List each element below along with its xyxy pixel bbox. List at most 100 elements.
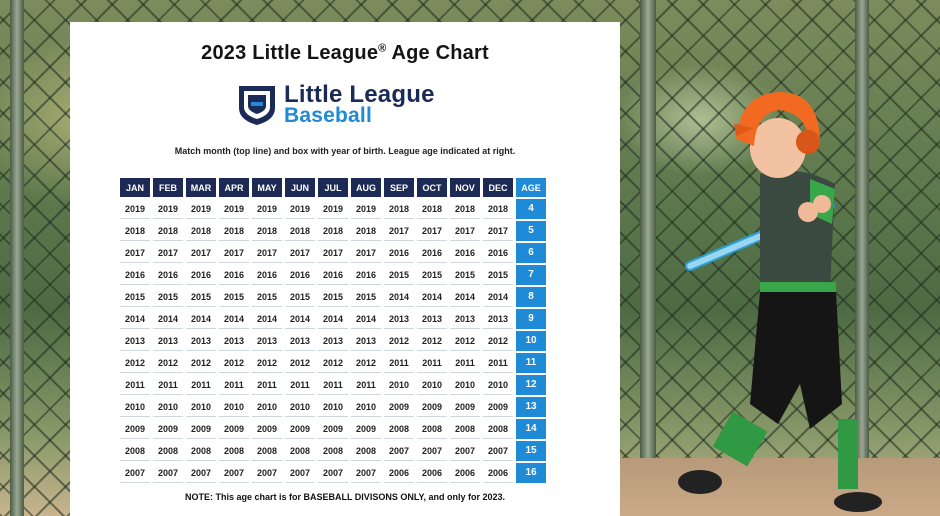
birth-year-cell: 2006 [450, 463, 480, 483]
month-header-aug: AUG [351, 178, 381, 197]
birth-year-cell: 2013 [120, 331, 150, 351]
birth-year-cell: 2008 [384, 419, 414, 439]
birth-year-cell: 2016 [318, 265, 348, 285]
birth-year-cell: 2013 [417, 309, 447, 329]
birth-year-cell: 2009 [219, 419, 249, 439]
birth-year-cell: 2006 [417, 463, 447, 483]
birth-year-cell: 2018 [252, 221, 282, 241]
birth-year-cell: 2007 [450, 441, 480, 461]
birth-year-cell: 2012 [450, 331, 480, 351]
table-row: 2009 2009 2009 2009 2009 2009 2009 2009 2008 2008… [120, 419, 546, 439]
birth-year-cell: 2013 [318, 331, 348, 351]
birth-year-cell: 2008 [450, 419, 480, 439]
month-header-jun: JUN [285, 178, 315, 197]
birth-year-cell: 2008 [219, 441, 249, 461]
age-header: AGE [516, 178, 546, 197]
birth-year-cell: 2015 [219, 287, 249, 307]
birth-year-cell: 2015 [252, 287, 282, 307]
birth-year-cell: 2007 [252, 463, 282, 483]
birth-year-cell: 2010 [285, 397, 315, 417]
logo-wordmark-baseball: Baseball [284, 104, 372, 127]
birth-year-cell: 2010 [417, 375, 447, 395]
little-league-badge-icon [239, 86, 275, 125]
logo-wordmark-little-league: Little League [284, 81, 435, 108]
birth-year-cell: 2010 [483, 375, 513, 395]
month-header-dec: DEC [483, 178, 513, 197]
birth-year-cell: 2017 [186, 243, 216, 263]
birth-year-cell: 2006 [384, 463, 414, 483]
birth-year-cell: 2017 [285, 243, 315, 263]
birth-year-cell: 2012 [153, 353, 183, 373]
league-age-cell: 14 [516, 419, 546, 439]
birth-year-cell: 2014 [120, 309, 150, 329]
league-age-cell: 12 [516, 375, 546, 395]
birth-year-cell: 2014 [351, 309, 381, 329]
birth-year-cell: 2009 [285, 419, 315, 439]
birth-year-cell: 2014 [219, 309, 249, 329]
birth-year-cell: 2016 [417, 243, 447, 263]
birth-year-cell: 2012 [120, 353, 150, 373]
birth-year-cell: 2019 [120, 199, 150, 219]
birth-year-cell: 2018 [351, 221, 381, 241]
birth-year-cell: 2013 [252, 331, 282, 351]
birth-year-cell: 2010 [186, 397, 216, 417]
birth-year-cell: 2008 [153, 441, 183, 461]
birth-year-cell: 2011 [483, 353, 513, 373]
fence-post [10, 0, 24, 516]
league-age-cell: 4 [516, 199, 546, 219]
birth-year-cell: 2011 [450, 353, 480, 373]
birth-year-cell: 2017 [483, 221, 513, 241]
birth-year-cell: 2009 [450, 397, 480, 417]
birth-year-cell: 2015 [384, 265, 414, 285]
birth-year-cell: 2016 [351, 265, 381, 285]
birth-year-cell: 2011 [285, 375, 315, 395]
league-age-cell: 9 [516, 309, 546, 329]
birth-year-cell: 2011 [186, 375, 216, 395]
birth-year-cell: 2007 [285, 463, 315, 483]
birth-year-cell: 2017 [153, 243, 183, 263]
birth-year-cell: 2008 [120, 441, 150, 461]
birth-year-cell: 2018 [450, 199, 480, 219]
birth-year-cell: 2010 [219, 397, 249, 417]
birth-year-cell: 2011 [120, 375, 150, 395]
birth-year-cell: 2013 [219, 331, 249, 351]
birth-year-cell: 2019 [186, 199, 216, 219]
league-age-cell: 5 [516, 221, 546, 241]
birth-year-cell: 2012 [417, 331, 447, 351]
table-row: 2013 2013 2013 2013 2013 2013 2013 2013 2012 2012… [120, 331, 546, 351]
league-age-cell: 15 [516, 441, 546, 461]
birth-year-cell: 2018 [318, 221, 348, 241]
batting-helmet-icon [734, 92, 820, 154]
chart-note: NOTE: This age chart is for BASEBALL DIV… [184, 492, 506, 502]
birth-year-cell: 2019 [252, 199, 282, 219]
birth-year-cell: 2011 [417, 353, 447, 373]
fence-post [855, 0, 869, 516]
birth-year-cell: 2014 [252, 309, 282, 329]
birth-year-cell: 2007 [219, 463, 249, 483]
birth-year-cell: 2009 [417, 397, 447, 417]
table-row: 2014 2014 2014 2014 2014 2014 2014 2014 2013 2013… [120, 309, 546, 329]
month-header-nov: NOV [450, 178, 480, 197]
birth-year-cell: 2008 [417, 419, 447, 439]
birth-year-cell: 2014 [285, 309, 315, 329]
birth-year-cell: 2013 [285, 331, 315, 351]
birth-year-cell: 2011 [219, 375, 249, 395]
league-age-cell: 6 [516, 243, 546, 263]
table-row: 2011 2011 2011 2011 2011 2011 2011 2011 2010 2010… [120, 375, 546, 395]
birth-year-cell: 2009 [351, 419, 381, 439]
birth-year-cell: 2007 [351, 463, 381, 483]
birth-year-cell: 2009 [384, 397, 414, 417]
birth-year-cell: 2010 [450, 375, 480, 395]
month-header-apr: APR [219, 178, 249, 197]
birth-year-cell: 2014 [318, 309, 348, 329]
birth-year-cell: 2014 [384, 287, 414, 307]
birth-year-cell: 2011 [351, 375, 381, 395]
birth-year-cell: 2011 [153, 375, 183, 395]
birth-year-cell: 2007 [120, 463, 150, 483]
registered-mark: ® [378, 42, 387, 55]
month-header-oct: OCT [417, 178, 447, 197]
birth-year-cell: 2017 [252, 243, 282, 263]
birth-year-cell: 2008 [285, 441, 315, 461]
birth-year-cell: 2018 [186, 221, 216, 241]
birth-year-cell: 2013 [450, 309, 480, 329]
